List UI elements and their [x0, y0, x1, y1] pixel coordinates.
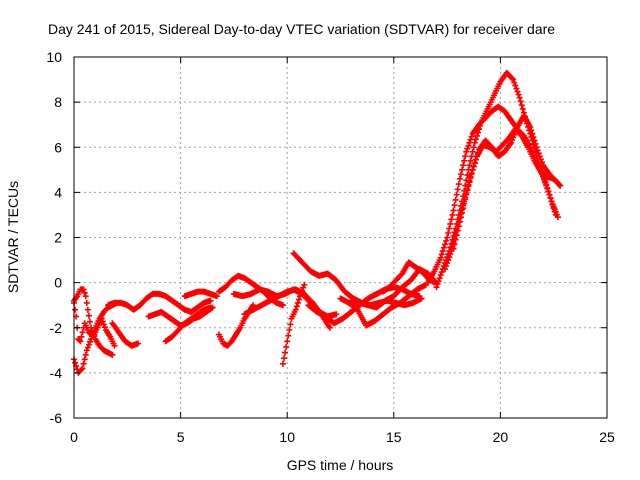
series-markers	[279, 281, 308, 367]
y-tick-label: 0	[54, 275, 62, 291]
tick-layer: 0 5 10 15 20 25 -6 -4 -2 0 2 4 6 8 10	[46, 49, 615, 445]
y-tick-label: 4	[54, 184, 62, 200]
series-track-d	[105, 290, 214, 315]
series-track-s	[424, 103, 559, 286]
series-markers	[450, 112, 564, 252]
series-markers	[181, 288, 220, 300]
series-track-g	[162, 304, 214, 345]
series-markers	[109, 320, 141, 349]
x-tick-label: 5	[177, 429, 185, 445]
y-tick-label: 2	[54, 230, 62, 246]
x-tick-label: 0	[70, 429, 78, 445]
chart-title: Day 241 of 2015, Sidereal Day-to-day VTE…	[48, 21, 555, 37]
series-markers	[424, 103, 559, 286]
y-tick-label: 6	[54, 139, 62, 155]
series-track-v	[450, 112, 564, 252]
series-track-u	[441, 126, 564, 273]
series-track-c	[71, 286, 116, 358]
series-track-p	[337, 281, 429, 329]
x-tick-label: 10	[279, 429, 295, 445]
series-track-m	[279, 281, 308, 367]
series-track-e	[109, 320, 141, 349]
y-axis-label: SDTVAR / TECUs	[5, 181, 21, 293]
series-track-i	[215, 272, 286, 309]
y-tick-label: -6	[50, 410, 63, 426]
data-layer	[71, 69, 564, 376]
y-tick-label: 8	[54, 94, 62, 110]
x-axis-label: GPS time / hours	[287, 457, 394, 473]
y-tick-label: -2	[50, 320, 63, 336]
series-markers	[441, 126, 564, 273]
series-markers	[162, 304, 214, 345]
series-markers	[337, 281, 429, 329]
x-tick-label: 25	[599, 429, 615, 445]
x-tick-label: 15	[386, 429, 402, 445]
series-markers	[71, 286, 116, 358]
y-tick-label: 10	[46, 49, 62, 65]
series-track-h	[181, 288, 220, 300]
series-markers	[215, 272, 286, 309]
grid	[74, 57, 607, 418]
series-markers	[105, 290, 214, 315]
y-tick-label: -4	[50, 365, 63, 381]
x-tick-label: 20	[493, 429, 509, 445]
